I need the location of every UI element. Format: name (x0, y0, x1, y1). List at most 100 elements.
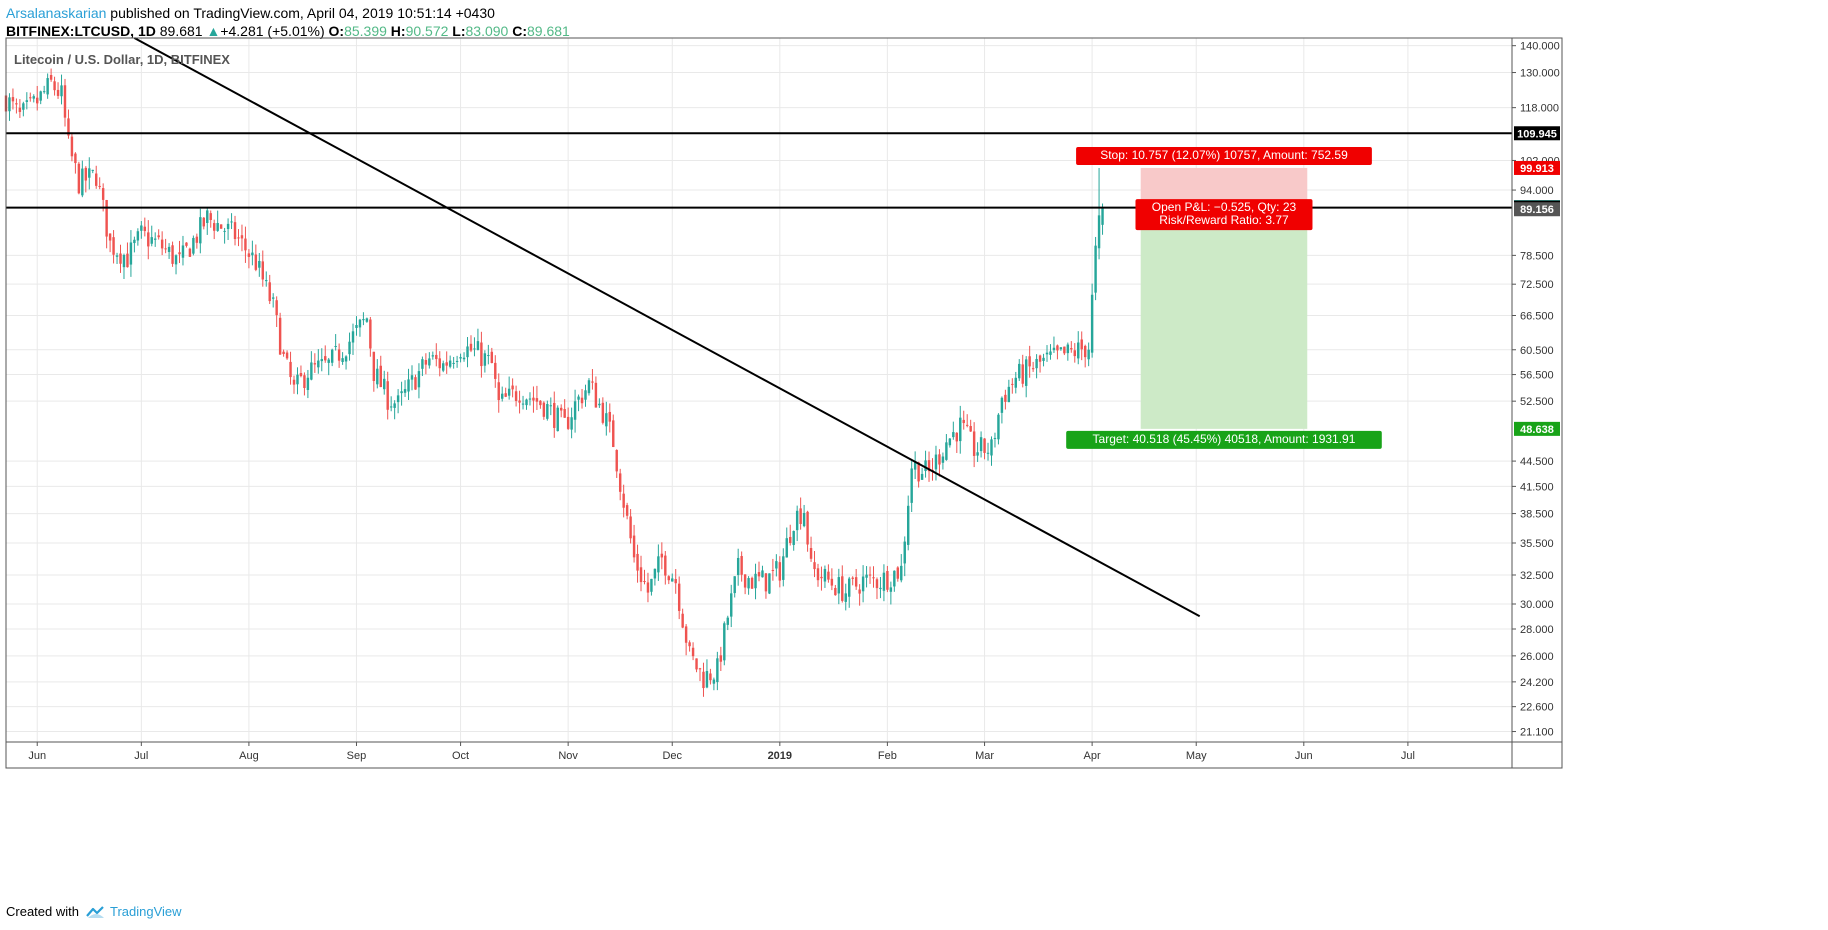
candle-body[interactable] (448, 360, 452, 367)
candle-body[interactable] (455, 360, 459, 362)
candle-body[interactable] (1070, 348, 1073, 350)
candle-body[interactable] (504, 393, 507, 397)
candle-body[interactable] (389, 406, 393, 408)
candle-body[interactable] (487, 355, 490, 357)
candle-body[interactable] (1014, 377, 1017, 388)
candle-body[interactable] (587, 380, 591, 394)
candle-body[interactable] (965, 424, 969, 426)
candle-body[interactable] (379, 365, 382, 388)
axes[interactable]: 140.000130.000118.000102.00094.00078.500… (5, 37, 1563, 769)
candle-body[interactable] (577, 396, 580, 400)
candle-body[interactable] (115, 255, 119, 257)
candle-body[interactable] (226, 223, 230, 229)
candle-body[interactable] (865, 574, 868, 578)
candle-body[interactable] (889, 587, 893, 592)
candle-body[interactable] (70, 136, 74, 157)
candle-body[interactable] (219, 224, 223, 229)
candle-body[interactable] (164, 248, 167, 250)
candle-body[interactable] (476, 341, 480, 350)
candle-body[interactable] (317, 360, 320, 368)
candle-body[interactable] (830, 578, 834, 586)
candle-body[interactable] (549, 405, 553, 407)
candle-body[interactable] (42, 91, 46, 93)
candle-body[interactable] (563, 409, 566, 418)
candle-body[interactable] (32, 96, 35, 99)
candle-body[interactable] (556, 407, 559, 432)
candle-body[interactable] (1031, 368, 1035, 370)
candle-body[interactable] (362, 319, 365, 321)
candle-body[interactable] (601, 402, 605, 423)
candle-body[interactable] (775, 561, 778, 569)
candle-body[interactable] (677, 583, 681, 611)
candle-body[interactable] (278, 317, 282, 355)
candle-body[interactable] (296, 374, 299, 385)
candle-body[interactable] (573, 401, 577, 420)
candle-body[interactable] (206, 210, 209, 223)
candle-body[interactable] (959, 417, 962, 442)
candle-body[interactable] (428, 358, 431, 366)
candle-body[interactable] (98, 185, 101, 187)
candle-body[interactable] (559, 407, 563, 411)
candle-body[interactable] (435, 354, 438, 360)
candle-body[interactable] (15, 103, 18, 105)
candle-body[interactable] (414, 377, 417, 390)
candle-body[interactable] (521, 403, 525, 405)
candle-body[interactable] (101, 188, 105, 200)
candle-body[interactable] (1052, 347, 1056, 351)
candle-body[interactable] (632, 535, 636, 558)
candle-body[interactable] (320, 359, 323, 362)
tradingview-link[interactable]: TradingView (110, 904, 182, 919)
candle-body[interactable] (417, 371, 421, 388)
candle-body[interactable] (299, 373, 303, 377)
candle-body[interactable] (525, 399, 528, 406)
candle-body[interactable] (247, 253, 251, 257)
candle-body[interactable] (386, 381, 389, 410)
candle-body[interactable] (438, 358, 441, 369)
candle-body[interactable] (799, 508, 802, 524)
candle-body[interactable] (18, 107, 22, 112)
candle-body[interactable] (837, 577, 841, 594)
candle-body[interactable] (157, 235, 160, 238)
candle-body[interactable] (53, 81, 56, 91)
candle-body[interactable] (709, 673, 712, 681)
candle-body[interactable] (702, 671, 705, 689)
candle-body[interactable] (882, 572, 886, 591)
candle-body[interactable] (1077, 342, 1080, 359)
candle-body[interactable] (1007, 386, 1011, 403)
candle-body[interactable] (1035, 358, 1038, 369)
candle-body[interactable] (976, 452, 979, 456)
candle-body[interactable] (674, 579, 677, 584)
candle-body[interactable] (924, 460, 927, 472)
candle-body[interactable] (1045, 352, 1049, 355)
candle-body[interactable] (22, 103, 25, 110)
candle-body[interactable] (1083, 345, 1087, 358)
candle-body[interactable] (535, 398, 539, 402)
candle-body[interactable] (88, 168, 91, 178)
candle-body[interactable] (254, 254, 258, 270)
candle-body[interactable] (934, 454, 938, 470)
trendline[interactable] (133, 37, 1201, 618)
candle-body[interactable] (1038, 355, 1042, 362)
candle-body[interactable] (91, 169, 94, 171)
candle-body[interactable] (376, 368, 379, 385)
candle-body[interactable] (955, 432, 959, 442)
candle-body[interactable] (351, 331, 355, 343)
candle-body[interactable] (886, 571, 889, 590)
candle-body[interactable] (497, 382, 500, 401)
candle-body[interactable] (63, 85, 67, 118)
candle-body[interactable] (771, 569, 775, 571)
candle-body[interactable] (1090, 294, 1094, 353)
candle-body[interactable] (761, 570, 764, 578)
candle-body[interactable] (1094, 245, 1097, 293)
candle-body[interactable] (494, 362, 497, 379)
candle-body[interactable] (56, 89, 60, 96)
candle-body[interactable] (421, 359, 424, 369)
candle-body[interactable] (605, 413, 608, 427)
candle-body[interactable] (192, 237, 195, 254)
candle-body[interactable] (657, 556, 660, 573)
candle-body[interactable] (993, 437, 997, 439)
candle-body[interactable] (750, 577, 754, 589)
candle-body[interactable] (178, 252, 181, 255)
candle-body[interactable] (337, 349, 341, 361)
candle-body[interactable] (212, 223, 216, 231)
